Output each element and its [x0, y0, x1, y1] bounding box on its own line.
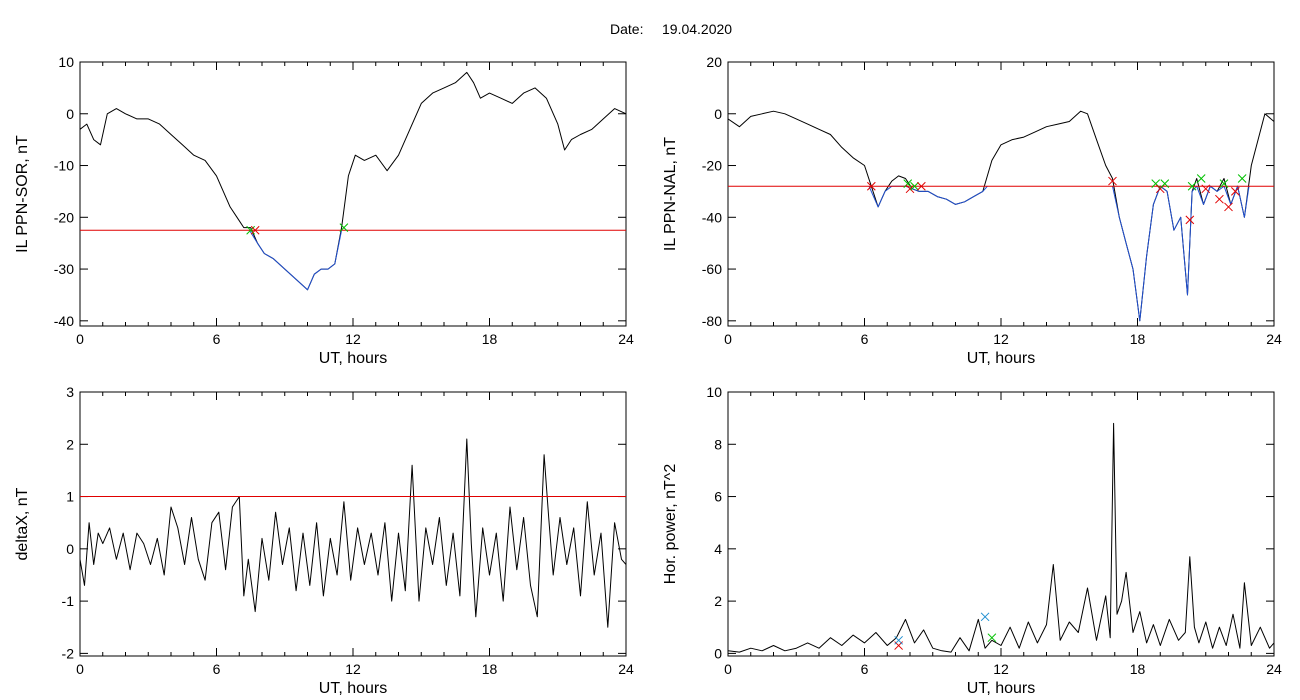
plot-area: [80, 438, 626, 628]
event-marker: [1201, 184, 1211, 194]
x-tick-label: 24: [618, 661, 634, 677]
chart-il-ppn-sor: 0 6 12 18 24 10 0 -10 -20 -30 -40 UT, hours IL PPN-S…: [14, 54, 634, 367]
y-tick-label: 8: [714, 436, 722, 452]
y-tick-label: 2: [714, 593, 722, 609]
y-tick-label: -60: [702, 261, 722, 277]
event-marker: [1224, 202, 1233, 212]
y-tick-label: -80: [702, 313, 722, 329]
x-tick-label: 18: [482, 331, 498, 347]
event-marker: [866, 181, 876, 191]
x-axis-label: UT, hours: [967, 350, 1035, 367]
x-tick-label: 6: [213, 331, 221, 347]
y-tick-label: 3: [66, 384, 74, 400]
x-axis-label: UT, hours: [319, 350, 387, 367]
chart-hor-power: 0 6 12 18 24 10 8 6 4 2 0 UT, hours Hor. power, nT^2: [662, 384, 1282, 697]
event-marker: [246, 225, 255, 235]
y-tick-label: -10: [54, 158, 74, 174]
y-tick-label: 0: [714, 645, 722, 661]
event-marker: [1187, 181, 1197, 191]
x-tick-label: 12: [345, 331, 361, 347]
y-tick-label: 2: [66, 436, 74, 452]
x-tick-label: 0: [76, 661, 84, 677]
x-axis-label: UT, hours: [319, 680, 387, 697]
series-line: [728, 110, 1274, 322]
x-tick-label: 12: [993, 331, 1009, 347]
x-tick-label: 6: [213, 661, 221, 677]
y-tick-label: 6: [714, 489, 722, 505]
y-tick-label: -1: [62, 593, 75, 609]
event-marker: [905, 184, 915, 194]
x-tick-label: 0: [724, 661, 732, 677]
x-tick-label: 6: [861, 331, 869, 347]
y-tick-label: 0: [66, 541, 74, 557]
y-tick-label: 10: [58, 54, 74, 70]
date-label: Date:: [610, 21, 643, 37]
plot-area: [728, 422, 1274, 653]
x-tick-label: 24: [1266, 661, 1282, 677]
plot-frame: [727, 391, 1275, 657]
plot-frame: [79, 61, 627, 327]
series-line-below-threshold: [1112, 185, 1250, 322]
event-marker: [1185, 215, 1195, 225]
event-marker: [910, 181, 919, 191]
event-marker: [903, 179, 913, 189]
event-marker: [1108, 176, 1117, 186]
y-tick-label: 4: [714, 541, 722, 557]
chart-delta-x: 0 6 12 18 24 3 2 1 0 -1 -2 UT, hours deltaX, nT: [14, 384, 634, 697]
event-marker: [1219, 179, 1229, 189]
x-tick-label: 18: [1130, 661, 1146, 677]
y-axis-label: IL PPN-NAL, nT: [662, 137, 679, 251]
series-line: [80, 438, 626, 628]
event-marker: [339, 223, 349, 233]
y-tick-label: -40: [702, 209, 722, 225]
x-tick-label: 0: [76, 331, 84, 347]
event-marker: [1215, 194, 1224, 204]
x-tick-label: 24: [1266, 331, 1282, 347]
plot-area: [80, 71, 626, 291]
x-tick-label: 6: [861, 661, 869, 677]
x-tick-label: 18: [1130, 331, 1146, 347]
event-marker: [987, 633, 997, 643]
x-tick-label: 18: [482, 661, 498, 677]
y-tick-label: 0: [66, 106, 74, 122]
plot-area: [728, 110, 1274, 322]
x-tick-label: 12: [993, 661, 1009, 677]
event-marker: [894, 635, 903, 645]
x-tick-label: 0: [724, 331, 732, 347]
y-tick-label: 20: [706, 54, 722, 70]
date-value: 19.04.2020: [662, 21, 732, 37]
series-line-below-threshold: [868, 185, 988, 208]
event-marker: [1237, 174, 1247, 183]
y-tick-label: 1: [66, 489, 74, 505]
x-tick-label: 12: [345, 661, 361, 677]
series-line: [728, 422, 1274, 653]
x-axis-label: UT, hours: [967, 680, 1035, 697]
y-axis-label: Hor. power, nT^2: [662, 464, 679, 585]
y-axis-label: IL PPN-SOR, nT: [14, 135, 31, 253]
y-tick-label: 10: [706, 384, 722, 400]
event-marker: [1160, 179, 1170, 189]
series-line: [80, 71, 626, 291]
y-tick-label: -2: [62, 645, 75, 661]
x-tick-label: 24: [618, 331, 634, 347]
y-tick-label: -30: [54, 261, 74, 277]
event-marker: [917, 181, 926, 191]
event-marker: [980, 612, 990, 622]
event-marker: [1196, 174, 1206, 183]
y-tick-label: -40: [54, 313, 74, 329]
y-tick-label: -20: [702, 158, 722, 174]
event-marker: [250, 225, 260, 235]
plot-frame: [79, 391, 627, 657]
y-tick-label: 0: [714, 106, 722, 122]
y-tick-label: -20: [54, 209, 74, 225]
y-axis-label: deltaX, nT: [14, 487, 31, 560]
chart-il-ppn-nal: 0 6 12 18 24 20 0 -20 -40 -60 -80 UT, hours IL PPN-N…: [662, 54, 1282, 367]
event-marker: [1230, 187, 1240, 196]
series-line-below-threshold: [249, 229, 343, 291]
